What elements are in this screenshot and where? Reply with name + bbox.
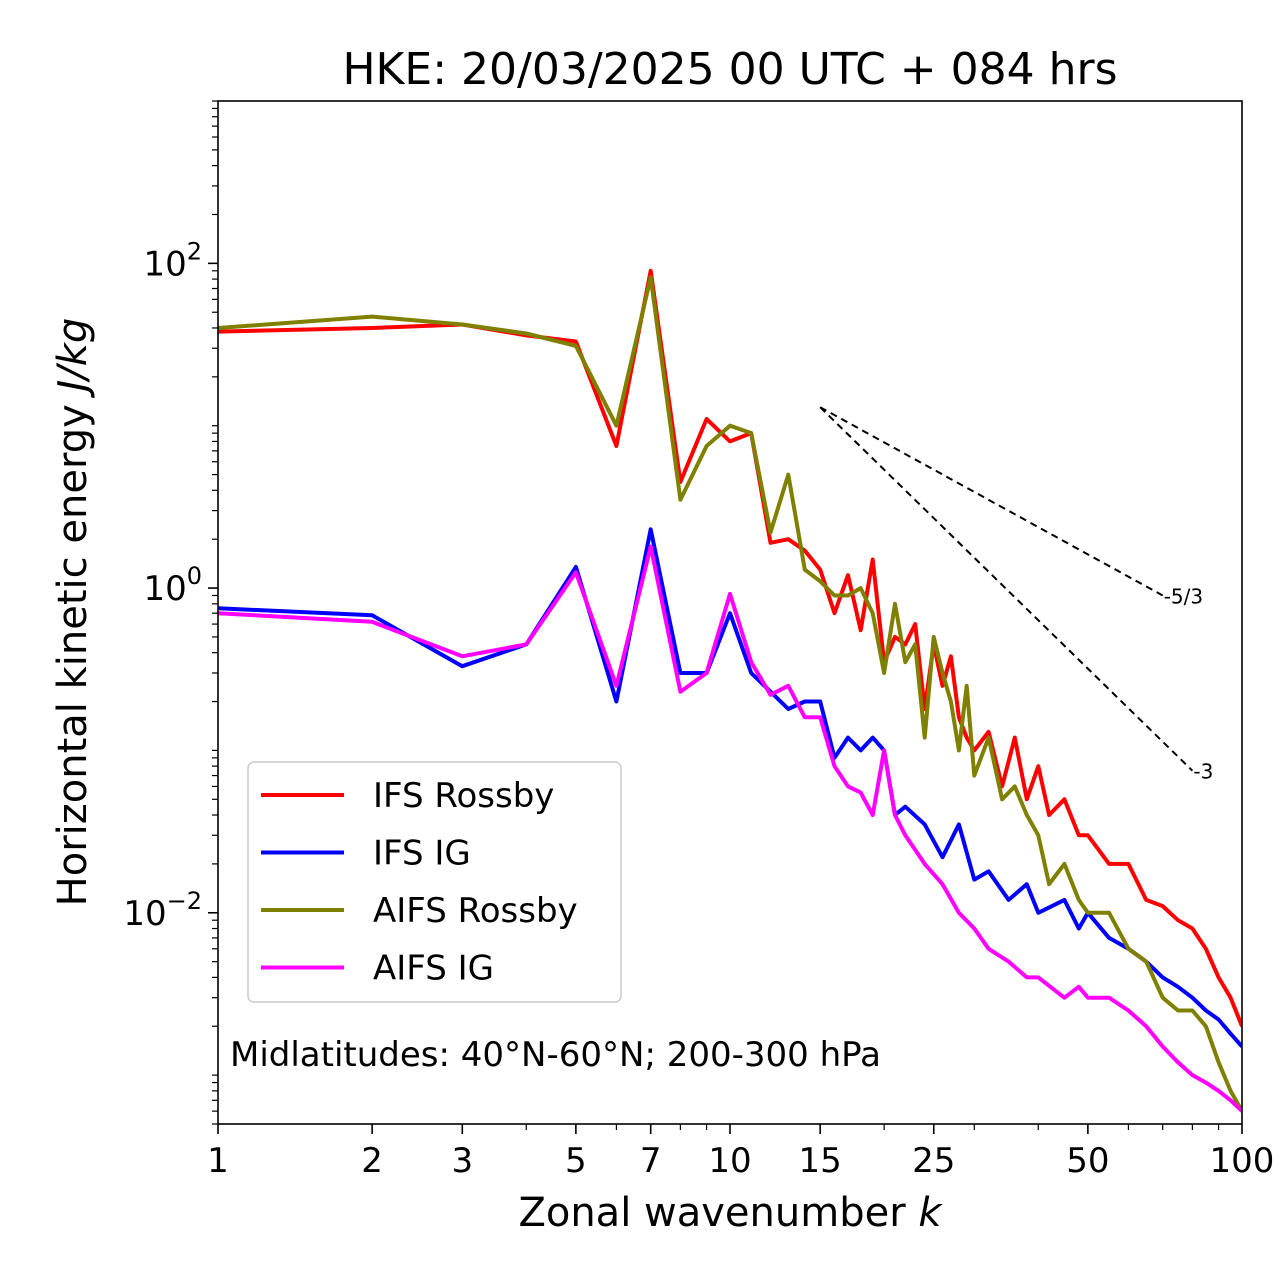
- series-line-aifs-ig: [218, 544, 1242, 1113]
- y-tick-label: 102: [143, 237, 202, 284]
- legend-box: [247, 761, 622, 1003]
- x-tick-label: 7: [640, 1141, 662, 1181]
- y-tick-label: 100: [143, 562, 202, 609]
- reference-lines: -5/3 -3: [819, 406, 1213, 784]
- legend-label-ifs-rossby: IFS Rossby: [373, 776, 554, 816]
- y-axis-label: Horizontal kinetic energy J/kg: [50, 318, 96, 907]
- x-axis-label-symbol: k: [918, 1190, 943, 1236]
- x-axis: 1 2 3 5 7 10 15 25 50 100: [207, 1124, 1274, 1181]
- x-tick-label: 100: [1210, 1141, 1275, 1181]
- reference-line-minus-3: [819, 406, 1194, 772]
- legend: IFS Rossby IFS IG AIFS Rossby AIFS IG: [247, 761, 622, 1003]
- x-tick-label: 3: [451, 1141, 473, 1181]
- series-line-aifs-rossby: [218, 275, 1242, 1113]
- legend-label-ifs-ig: IFS IG: [373, 834, 471, 874]
- x-tick-label: 50: [1066, 1141, 1109, 1181]
- chart-title: HKE: 20/03/2025 00 UTC + 084 hrs: [342, 44, 1117, 95]
- y-tick-label: 10−2: [123, 887, 202, 934]
- reference-line-minus-5-3: [819, 406, 1164, 597]
- reference-line-label-minus-3: -3: [1193, 760, 1213, 784]
- legend-label-aifs-rossby: AIFS Rossby: [373, 891, 578, 931]
- x-tick-label: 5: [565, 1141, 587, 1181]
- y-axis: 102 100 10−2: [123, 100, 218, 1125]
- x-tick-label: 1: [207, 1141, 229, 1181]
- legend-label-aifs-ig: AIFS IG: [373, 949, 494, 989]
- series-group: [218, 268, 1242, 1113]
- x-axis-label-text: Zonal wavenumber: [518, 1190, 906, 1236]
- x-tick-label: 10: [708, 1141, 751, 1181]
- reference-line-label-minus-5-3: -5/3: [1164, 584, 1203, 608]
- x-tick-label: 25: [912, 1141, 955, 1181]
- x-axis-label: Zonal wavenumber k: [518, 1190, 943, 1236]
- plot-area: [218, 268, 1242, 1113]
- y-axis-label-unit: J/kg: [50, 318, 96, 399]
- region-annotation: Midlatitudes: 40°N-60°N; 200-300 hPa: [230, 1035, 881, 1075]
- x-tick-label: 15: [799, 1141, 842, 1181]
- x-tick-label: 2: [361, 1141, 383, 1181]
- y-axis-label-text: Horizontal kinetic energy: [50, 404, 96, 906]
